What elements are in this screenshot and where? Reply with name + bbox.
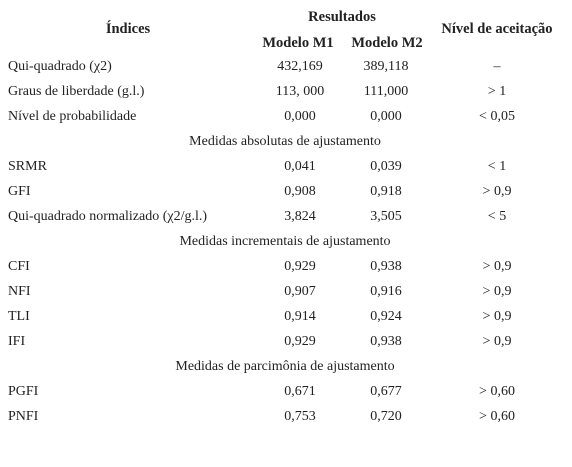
row-label: Qui-quadrado (χ2) [8,59,112,74]
cell: 0,938 [370,334,402,349]
cell: 0,918 [370,184,402,199]
section-title: Medidas incrementais de ajustamento [179,234,391,249]
row-label: TLI [8,309,30,324]
row-label: PGFI [8,384,39,399]
header-model-m2: Modelo M2 [351,35,423,51]
cell: 0,916 [370,284,402,299]
header-model-m1: Modelo M1 [262,35,334,51]
cell: 0,000 [284,109,316,124]
cell: > 0,9 [482,284,512,299]
row-label: Graus de liberdade (g.l.) [8,84,145,99]
row-label: CFI [8,259,30,274]
section-title: Medidas de parcimônia de ajustamento [175,359,395,374]
cell: > 1 [487,84,507,99]
header-indices: Índices [105,21,151,37]
cell: 432,169 [277,59,323,74]
cell: 3,505 [370,209,402,224]
row-label: IFI [8,334,26,349]
cell: < 0,05 [479,109,515,124]
cell: 0,914 [284,309,316,324]
cell: 111,000 [363,84,409,99]
cell: > 0,9 [482,309,512,324]
cell: 0,671 [284,384,316,399]
cell: > 0,60 [479,409,515,424]
cell: 0,929 [284,259,316,274]
cell: 0,929 [284,334,316,349]
cell: 0,677 [370,384,402,399]
cell: 0,720 [370,409,402,424]
row-label: Qui-quadrado normalizado (χ2/g.l.) [8,209,208,224]
row-label: PNFI [8,409,39,424]
cell: 0,908 [284,184,316,199]
cell: 0,000 [370,109,402,124]
cell: 0,924 [370,309,402,324]
header-nivel: Nível de aceitação [441,21,553,37]
row-label: GFI [8,184,31,199]
cell: > 0,60 [479,384,515,399]
cell: 0,938 [370,259,402,274]
row-label: NFI [8,284,31,299]
cell: 113, 000 [275,84,325,99]
row-label: SRMR [8,159,47,174]
cell: – [493,59,501,74]
cell: > 0,9 [482,184,512,199]
cell: > 0,9 [482,334,512,349]
cell: < 1 [487,159,507,174]
cell: < 5 [487,209,507,224]
cell: 0,907 [284,284,316,299]
cell: > 0,9 [482,259,512,274]
cell: 3,824 [284,209,316,224]
cell: 389,118 [363,59,409,74]
cell: 0,039 [370,159,402,174]
header-resultados: Resultados [308,9,376,25]
cell: 0,753 [284,409,316,424]
section-title: Medidas absolutas de ajustamento [189,134,381,149]
cell: 0,041 [284,159,316,174]
row-label: Nível de probabilidade [8,109,137,124]
